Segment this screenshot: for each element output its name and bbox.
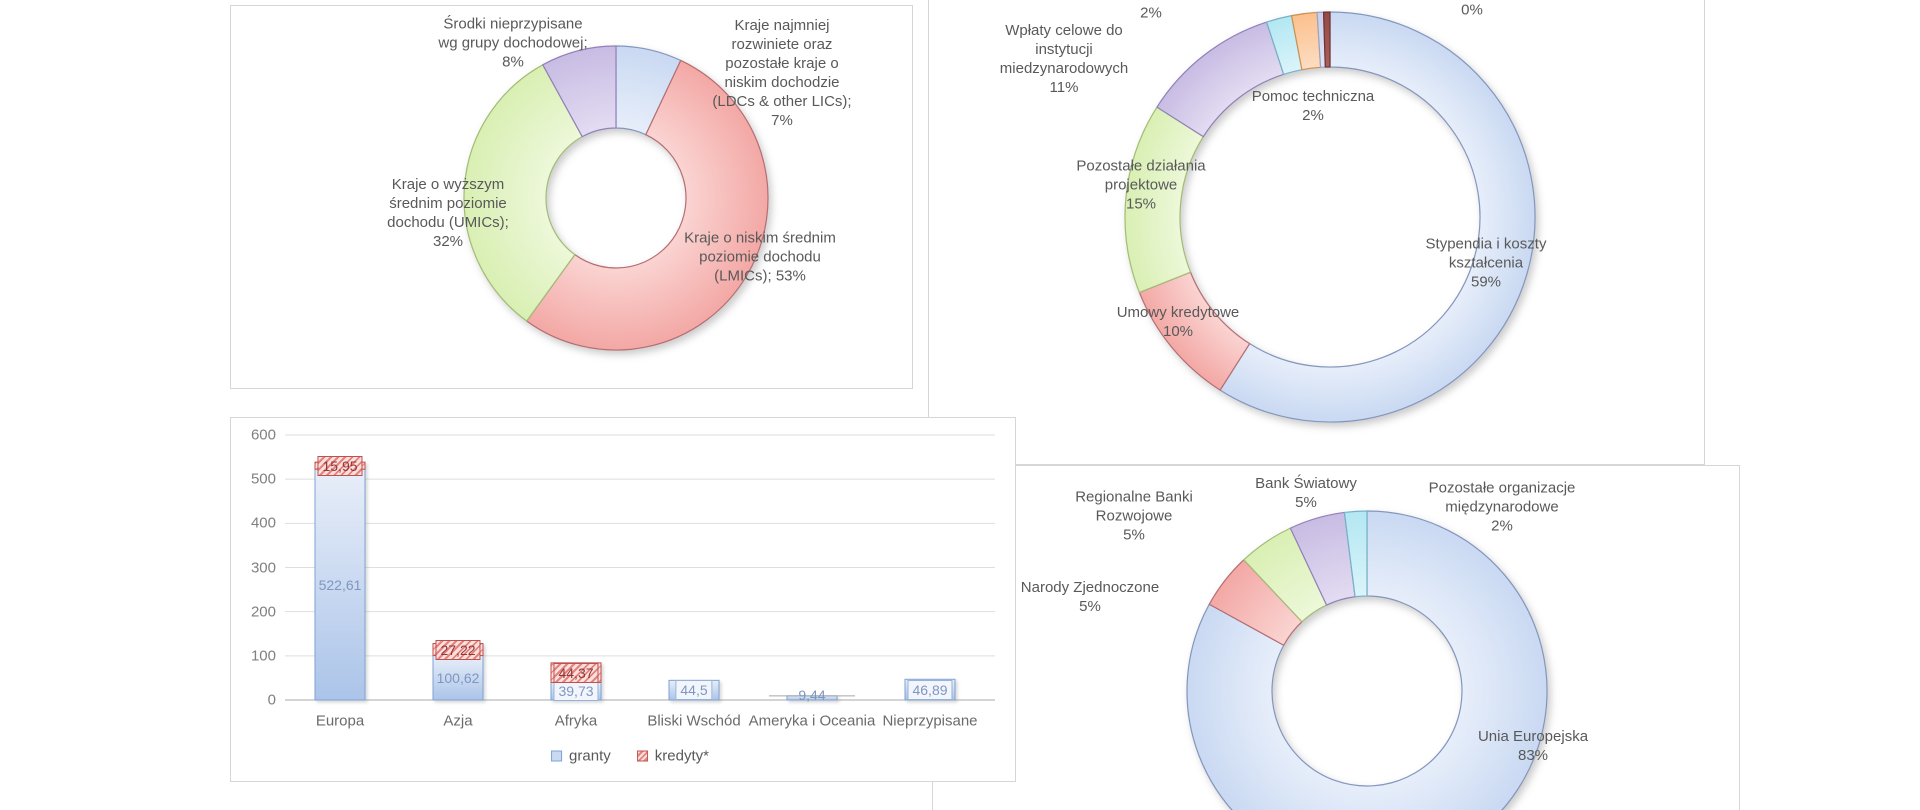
chart-panel-income-groups[interactable] <box>230 5 913 389</box>
chart-panel-aid-forms[interactable] <box>928 0 1705 465</box>
chart-panel-regions-bar[interactable] <box>230 417 1016 782</box>
legend-label-kredyty: kredyty* <box>654 747 709 765</box>
bar-legend: granty kredyty* <box>551 748 709 765</box>
legend-marker-kredyty <box>636 750 648 762</box>
legend-label-granty: granty <box>569 747 611 765</box>
chart-panel-multilateral[interactable] <box>932 465 1740 810</box>
legend-marker-granty <box>551 750 563 762</box>
